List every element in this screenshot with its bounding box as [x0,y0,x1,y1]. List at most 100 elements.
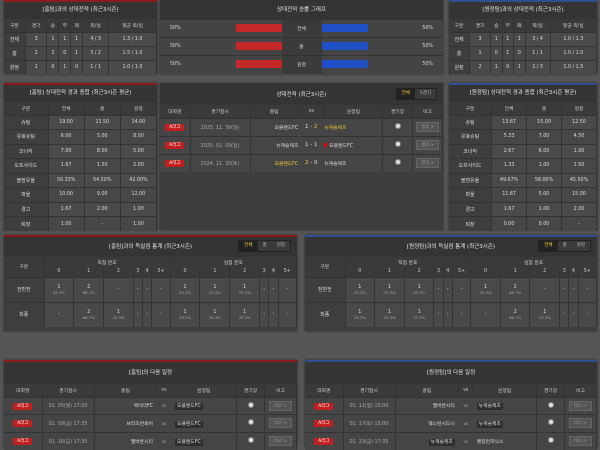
goal-count-header: 3 [259,267,270,277]
graph-label: 원정 [281,55,322,74]
count: 2 [87,284,91,290]
goal-count-header: 3 [559,267,570,277]
cell: 1.00 [48,216,85,231]
soccer-ball-icon [247,437,254,443]
count: - [160,312,162,318]
away-pct: 50% [383,55,443,74]
cell: 12.00 [120,187,158,202]
row-label: 유효슈팅 [449,129,493,144]
tab-1[interactable]: 홈 [557,241,572,251]
result-button[interactable]: 결과 > [416,140,439,150]
match-date: 2024. 11. 30(토) [200,161,240,167]
panel-title: [홈팀] 상대전적 경과 종합 (최근3시즌 평균) [4,85,157,102]
cell: 12.50 [561,114,597,130]
cell: 13.67 [491,114,528,130]
percent: 33.3% [353,314,366,320]
goal-count-header: 1 [500,267,531,277]
column-header: 대회명 [305,384,344,397]
row-label: 경고 [4,201,49,217]
cell: 0.00 [526,216,562,231]
cell: 0 [502,59,515,74]
match-row: A리그 01. 11(일) 15:00 멜버른시티 vs 뉴캐슬제츠 비고 > [305,396,597,415]
count: - [263,287,265,292]
home-team: 맥아더FC [133,404,153,410]
column-header: 구분 [305,257,346,277]
goal-count-header: 0 [44,267,75,277]
row-label: 경고 [449,201,493,217]
count: 1 [358,309,362,315]
panel-title-text: [홈팀]의 다음 일정 [128,370,173,376]
tab-1[interactable]: 5경기 [414,89,436,99]
column-header: 경기장 [382,105,413,118]
result-button[interactable]: 결과 > [416,158,439,169]
preview-button[interactable]: 비고 > [269,436,292,446]
league-badge: A리그 [314,438,334,445]
result-button[interactable]: 결과 > [416,122,439,132]
panel-title-text: [원정팀]과의 상대전적 (최근3시즌) [482,7,564,13]
row-label: 최종 [305,301,346,327]
cell: - [84,216,121,231]
match-row: A리그 2025. 02. 09(일) 뉴캐슬제츠 1 - 1 오클랜드FC 결… [160,135,443,154]
tab-0[interactable]: 전체 [239,241,258,251]
away-score: 1 [314,142,318,148]
row-label: 볼점유율 [4,172,49,188]
percent: 33.3% [179,289,192,295]
cell: 1 [513,59,526,74]
goal-count-header: 5+ [278,267,297,277]
cell: 0 [513,45,526,60]
match-date: 01. 05(월) 17:00 [48,404,88,410]
goal-count-header: 3 [133,267,144,277]
table-row: 슈팅 13.67 15.00 12.50 [449,114,597,130]
cell: 1.5 / 1.0 [108,45,157,60]
cell: 7.00 [48,143,85,159]
tab-1[interactable]: 홈 [257,241,272,251]
soccer-ball-icon [247,401,254,408]
stats-home-panel: [홈팀] 상대전적 경과 종합 (최근3시즌 평균) 구분 전체 홈 원정 슈팅 19.00… [4,83,158,231]
filter-tabs: 전체 홈 원정 [538,240,591,252]
preview-button[interactable]: 비고 > [269,418,292,429]
count: - [543,287,546,292]
tab-0[interactable]: 전체 [396,89,415,99]
percent: 33.3% [413,289,426,295]
tab-2[interactable]: 원정 [571,241,590,251]
home-score: 1 [305,124,309,130]
table-row: 원정 2 1 0 1 2 / 3 1.0 / 1.5 [449,59,598,74]
filter-tabs: 전체 5경기 [395,88,437,100]
cell: 1 [490,59,503,74]
match-date: 2025. 11. 30(일) [200,125,240,131]
cell: - [561,216,597,231]
panel-title-text: [원정팀]의 다음 일정 [426,370,476,376]
count: - [58,312,60,318]
tab-2[interactable]: 원정 [271,241,290,251]
home-team: 멜버른시티 [130,439,153,445]
row-label: 오프사이드 [449,158,493,173]
column-header: 홈팀 [250,105,299,118]
cell: 2.00 [84,201,121,217]
table-row: 파울 10.00 9.00 12.00 [4,187,158,202]
column-header: 무 [58,19,72,32]
count: - [563,312,566,318]
cell: 2 / 3 [525,59,551,74]
preview-button[interactable]: 비고 > [569,418,592,429]
goal-count-header: 1 [199,267,231,277]
percent: 33.3% [353,289,366,295]
match-date: 01. 17(토) 15:00 [349,421,389,427]
count: - [460,312,463,318]
goal-count-header: 2 [229,267,260,277]
cell: 1 [502,31,515,46]
row-label: 전반전 [4,276,45,302]
cell: 1.50 [561,158,597,173]
column-header: 구분 [4,19,26,32]
goal-count-header: 3 [433,267,444,277]
tab-0[interactable]: 전체 [539,241,558,251]
preview-button[interactable]: 비고 > [569,436,592,446]
vs-label: vs [463,420,468,426]
column-header: vs [156,384,172,397]
preview-button[interactable]: 비고 > [269,400,292,411]
home-team: 오클랜드FC [274,161,299,167]
count: - [263,312,265,318]
goal-count-header: 0 [170,267,201,277]
preview-button[interactable]: 비고 > [569,400,592,411]
league-badge: A리그 [13,402,33,410]
cell: 14.00 [120,114,158,130]
